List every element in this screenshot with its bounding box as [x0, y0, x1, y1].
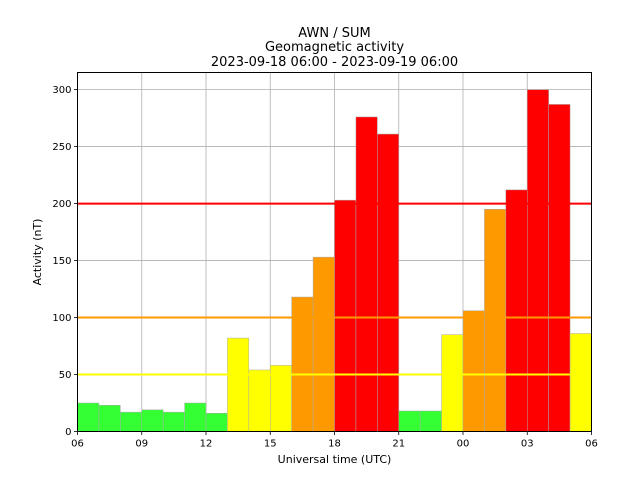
activity-bar	[120, 411, 143, 432]
activity-bar	[141, 409, 164, 432]
y-tick-label: 50	[59, 370, 72, 381]
x-tick-label: 00	[457, 439, 470, 450]
x-tick-label: 06	[71, 439, 84, 450]
activity-bar	[312, 256, 335, 432]
activity-bar	[419, 410, 442, 432]
x-tick-label: 18	[328, 439, 341, 450]
activity-bar	[184, 402, 207, 432]
activity-bar	[441, 334, 464, 432]
activity-bar	[162, 411, 185, 432]
activity-bar	[355, 116, 378, 432]
y-axis-label: Activity (nT)	[31, 219, 44, 286]
y-tick-label: 0	[65, 427, 71, 438]
activity-bar	[248, 369, 271, 432]
activity-bar	[398, 410, 421, 432]
y-tick-label: 300	[52, 85, 71, 96]
activity-bar	[569, 333, 592, 432]
activity-bar	[334, 199, 357, 432]
activity-bar	[377, 133, 400, 432]
chart-title-line-2: Geomagnetic activity	[265, 40, 404, 55]
activity-bar	[548, 104, 571, 432]
activity-bar	[505, 189, 528, 432]
y-tick-label: 250	[52, 142, 71, 153]
x-tick-label: 12	[200, 439, 213, 450]
x-tick-label: 21	[392, 439, 405, 450]
activity-bar	[484, 209, 507, 432]
y-tick-label: 200	[52, 199, 71, 210]
threshold-layer	[77, 202, 592, 376]
x-tick-label: 06	[585, 439, 598, 450]
chart-title-line-3: 2023-09-18 06:00 - 2023-09-19 06:00	[211, 55, 458, 70]
x-tick-label: 09	[135, 439, 148, 450]
activity-bar	[205, 413, 228, 432]
x-axis-label: Universal time (UTC)	[278, 453, 392, 466]
activity-bar	[227, 337, 250, 432]
activity-bar	[527, 89, 549, 432]
y-tick-label: 100	[52, 313, 71, 324]
x-tick-label: 15	[264, 439, 277, 450]
activity-bar	[77, 402, 100, 432]
chart-title-line-1: AWN / SUM	[298, 26, 370, 41]
activity-bar	[462, 310, 485, 432]
x-tick-label: 03	[521, 439, 534, 450]
y-tick-label: 150	[52, 256, 71, 267]
activity-bar	[98, 405, 121, 432]
